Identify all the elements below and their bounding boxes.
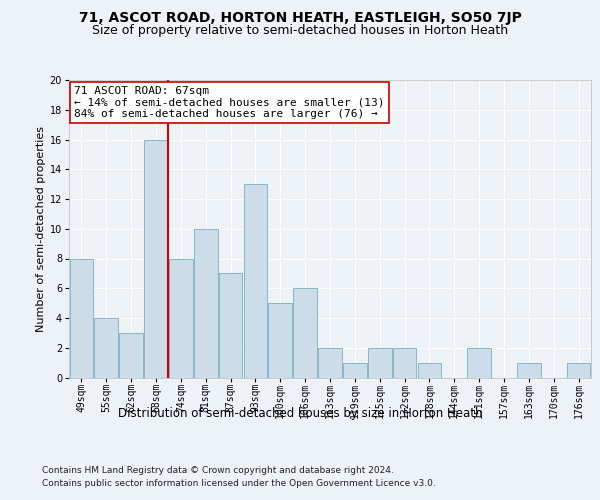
Bar (393, 348, 416, 378)
Bar (219, 274, 242, 378)
Bar (418, 362, 441, 378)
Bar (194, 229, 218, 378)
Bar (268, 303, 292, 378)
Bar (368, 348, 392, 378)
Bar (318, 348, 342, 378)
Bar (70, 258, 93, 378)
Bar (567, 362, 590, 378)
Bar (244, 184, 267, 378)
Bar (517, 362, 541, 378)
Bar (467, 348, 491, 378)
Text: Distribution of semi-detached houses by size in Horton Heath: Distribution of semi-detached houses by … (118, 408, 482, 420)
Bar (293, 288, 317, 378)
Y-axis label: Number of semi-detached properties: Number of semi-detached properties (35, 126, 46, 332)
Bar (169, 258, 193, 378)
Text: Size of property relative to semi-detached houses in Horton Heath: Size of property relative to semi-detach… (92, 24, 508, 37)
Bar (119, 333, 143, 378)
Bar (343, 362, 367, 378)
Text: Contains public sector information licensed under the Open Government Licence v3: Contains public sector information licen… (42, 479, 436, 488)
Text: 71 ASCOT ROAD: 67sqm
← 14% of semi-detached houses are smaller (13)
84% of semi-: 71 ASCOT ROAD: 67sqm ← 14% of semi-detac… (74, 86, 385, 119)
Bar (94, 318, 118, 378)
Text: 71, ASCOT ROAD, HORTON HEATH, EASTLEIGH, SO50 7JP: 71, ASCOT ROAD, HORTON HEATH, EASTLEIGH,… (79, 11, 521, 25)
Text: Contains HM Land Registry data © Crown copyright and database right 2024.: Contains HM Land Registry data © Crown c… (42, 466, 394, 475)
Bar (144, 140, 168, 378)
